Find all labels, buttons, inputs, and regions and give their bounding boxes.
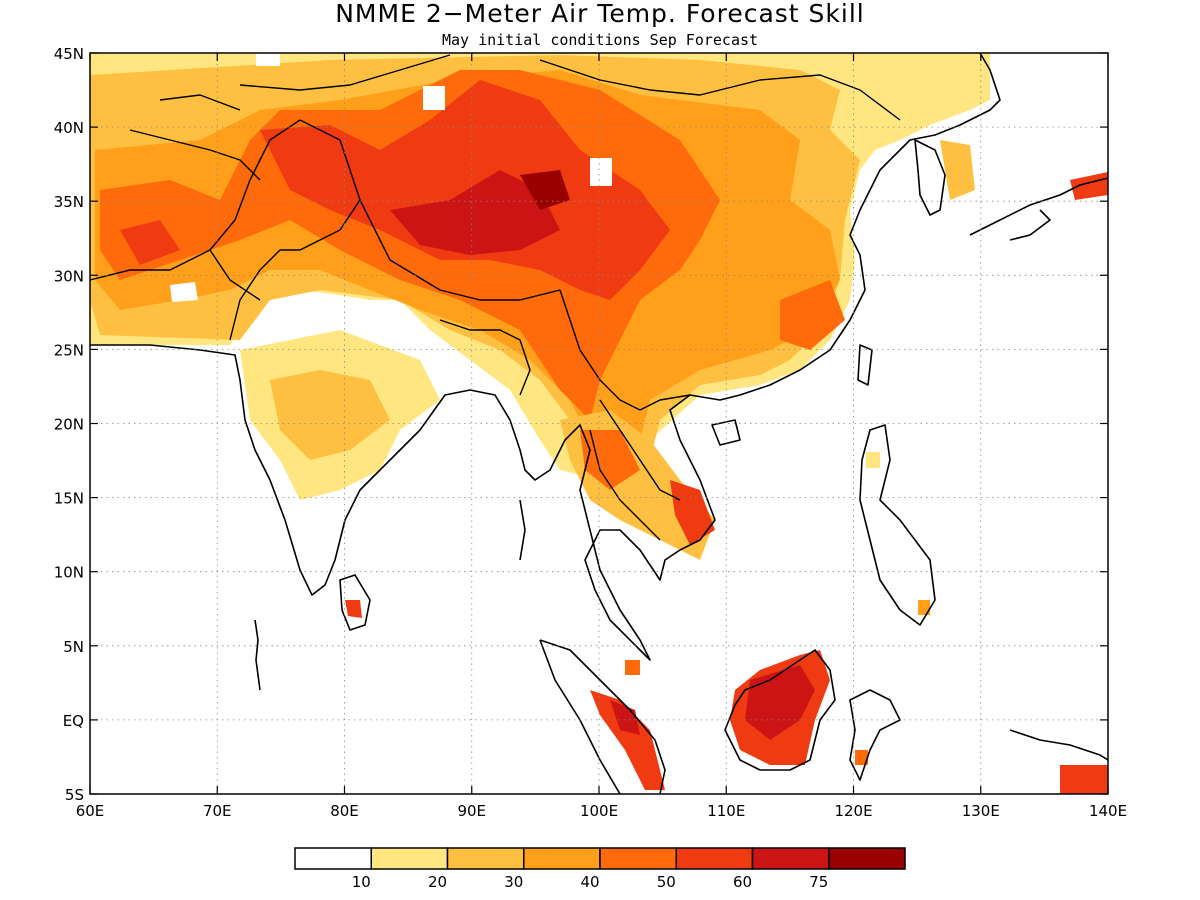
lon-tick-label: 80E: [330, 802, 359, 820]
colorbar-swatch: [446, 847, 525, 870]
lon-tick-label: 90E: [457, 802, 486, 820]
lon-tick-label: 120E: [834, 802, 872, 820]
map-subtitle: May initial conditions Sep Forecast: [442, 31, 758, 49]
colorbar-label: 20: [428, 873, 447, 891]
lon-tick-label: 100E: [580, 802, 618, 820]
colorbar-label: 50: [657, 873, 676, 891]
lat-tick-label: 45N: [54, 45, 84, 63]
lat-tick-label: 35N: [54, 193, 84, 211]
lat-tick-label: 25N: [54, 341, 84, 359]
colorbar-swatch: [675, 847, 754, 870]
lat-tick-label: EQ: [63, 712, 84, 730]
colorbar-swatch: [751, 847, 830, 870]
colorbar-swatch: [370, 847, 449, 870]
colorbar-swatch: [599, 847, 677, 870]
colorbar-label: 10: [352, 873, 371, 891]
colorbar-swatch: [828, 847, 906, 870]
axis-ticks: 60E 70E 80E 90E 100E 110E 120E 130E 140E 45N 40N 35…: [54, 45, 1127, 820]
colorbar: 10 20 30 40 50 60 75: [294, 847, 906, 891]
lon-tick-label: 60E: [76, 802, 105, 820]
coastlines: [90, 53, 1108, 794]
colorbar-swatch: [523, 847, 601, 870]
lon-tick-label: 130E: [962, 802, 1000, 820]
lat-tick-label: 5N: [63, 638, 84, 656]
map-title: NMME 2−Meter Air Temp. Forecast Skill: [335, 0, 865, 28]
colorbar-label: 40: [580, 873, 599, 891]
skill-shading: [90, 53, 1108, 794]
lat-tick-label: 15N: [54, 490, 84, 508]
lon-tick-label: 140E: [1089, 802, 1127, 820]
colorbar-swatch: [294, 847, 372, 870]
colorbar-label: 75: [809, 873, 828, 891]
lat-tick-label: 10N: [54, 564, 84, 582]
lat-tick-label: 20N: [54, 416, 84, 434]
colorbar-label: 30: [504, 873, 523, 891]
colorbar-label: 60: [733, 873, 752, 891]
lat-tick-label: 5S: [65, 786, 84, 804]
lat-tick-label: 40N: [54, 119, 84, 137]
lon-tick-label: 110E: [707, 802, 745, 820]
gridlines: [90, 53, 1108, 794]
lat-tick-label: 30N: [54, 267, 84, 285]
lon-tick-label: 70E: [203, 802, 232, 820]
map-plot-area: [90, 53, 1108, 794]
